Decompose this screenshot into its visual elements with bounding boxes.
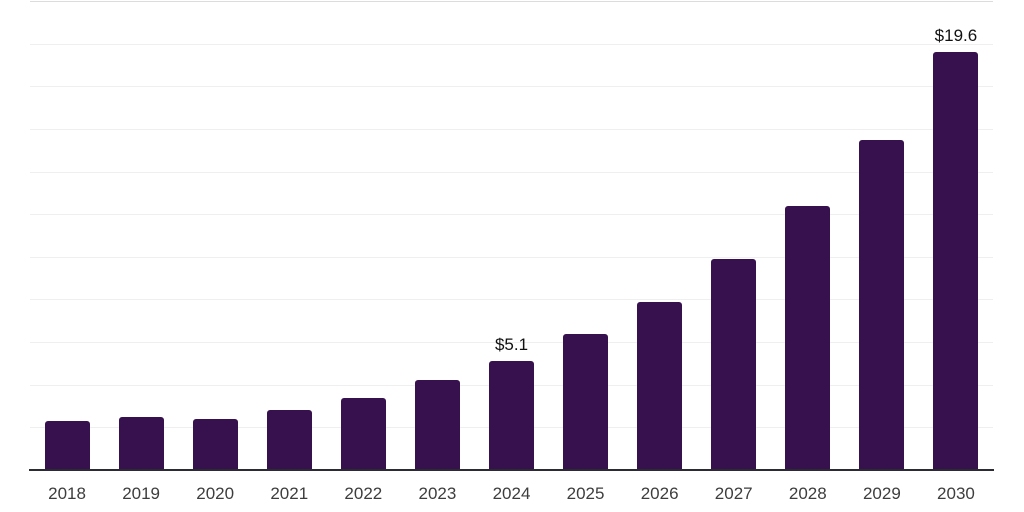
bar-2029: [859, 139, 905, 470]
bar-2024: [489, 361, 534, 470]
x-tick-label-2024: 2024: [492, 484, 531, 503]
x-tick-label-2025: 2025: [566, 484, 605, 503]
gridline-16: [30, 128, 993, 130]
bar-2027: [711, 258, 757, 470]
bar-2020: [192, 418, 238, 470]
x-tick-label-2026: 2026: [640, 484, 679, 503]
gridline-12: [30, 214, 993, 216]
gridline-14: [30, 171, 993, 173]
bar-2021: [266, 410, 312, 470]
x-tick-label-2023: 2023: [418, 484, 457, 503]
bar-2030: [933, 52, 979, 470]
gridline-20: [30, 43, 993, 45]
x-tick-label-2027: 2027: [714, 484, 753, 503]
bar-2023: [414, 380, 460, 470]
x-tick-label-2028: 2028: [788, 484, 827, 503]
bar-2028: [785, 205, 831, 470]
bar-2019: [118, 416, 164, 470]
plot-area: $5.1 $19.6: [30, 1, 993, 470]
x-tick-label-2020: 2020: [196, 484, 235, 503]
bar-2025: [563, 333, 609, 470]
value-label-2030: $19.6: [934, 26, 978, 46]
gridline-22: [30, 1, 993, 2]
x-tick-label-2021: 2021: [270, 484, 309, 503]
value-label-2024: $5.1: [494, 335, 529, 355]
gridline-6: [30, 342, 993, 344]
x-axis-labels: 2018 2019 2020 2021 2022 2023 2024 2025 2026 2027…: [30, 483, 993, 505]
x-axis-line: [29, 469, 994, 471]
x-tick-label-2030: 2030: [937, 484, 975, 503]
gridline-10: [30, 256, 993, 258]
x-tick-label-2018: 2018: [48, 484, 86, 503]
gridline-18: [30, 86, 993, 88]
x-tick-label-2029: 2029: [862, 484, 901, 503]
gridline-8: [30, 299, 993, 301]
bar-2018: [44, 420, 90, 470]
x-tick-label-2022: 2022: [344, 484, 383, 503]
bar-2022: [340, 397, 386, 470]
bar-2026: [637, 301, 683, 470]
x-tick-label-2019: 2019: [122, 484, 161, 503]
